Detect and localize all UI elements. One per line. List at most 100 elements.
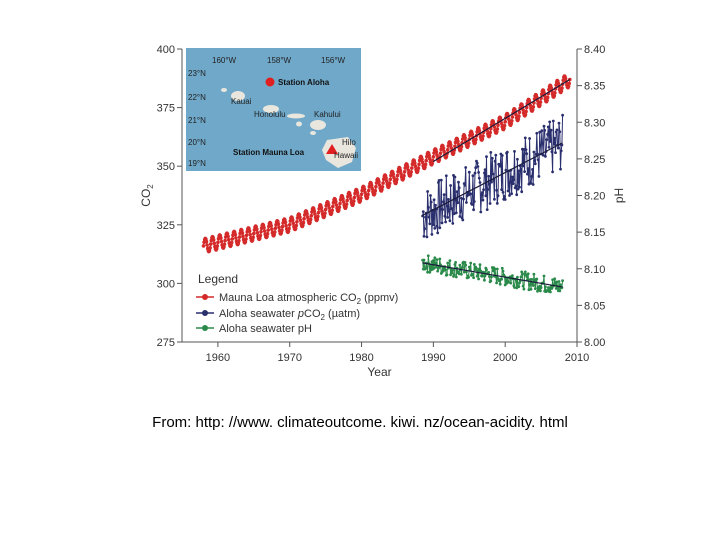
data-point [481,198,485,202]
y-right-tick-label: 8.20 [584,191,605,203]
data-point [516,117,521,121]
legend-swatch-dot [202,310,208,316]
data-point [556,146,560,150]
data-point [284,223,288,228]
data-point [538,103,542,107]
data-point [479,269,483,273]
y-right-tick-label: 8.25 [584,154,605,166]
data-point [430,233,434,236]
trend-line [422,142,563,216]
data-point [445,148,450,152]
data-point [485,268,488,271]
data-point [554,151,557,155]
data-point [559,283,562,287]
data-point [270,227,274,231]
data-point [451,151,456,155]
data-point [440,221,444,225]
data-point [474,137,478,142]
data-point [498,282,502,286]
data-point [511,274,514,277]
data-point [432,198,436,202]
data-point [522,287,526,291]
data-point [495,127,500,131]
data-point [472,263,476,266]
data-point [535,277,539,281]
data-point [262,225,266,230]
data-point [463,136,467,140]
data-point [506,189,510,193]
data-point [474,166,478,170]
data-point [219,239,224,244]
data-point [394,180,399,185]
data-point [539,286,543,289]
data-point [520,190,524,194]
data-point [527,288,531,292]
data-point [422,234,426,238]
data-point [525,152,529,156]
data-point [546,133,549,136]
data-point [502,123,507,128]
data-point [553,91,557,95]
island-label-honolulu: Honolulu [254,110,286,119]
data-point [488,130,493,135]
data-point [521,164,525,168]
island-label-kauai: Kauai [231,97,252,106]
data-point [459,147,463,152]
data-point [473,171,477,175]
legend-label-mauna-loa: Mauna Loa atmospheric CO2 (ppmv) [219,292,398,306]
data-point [462,197,465,201]
data-point [483,274,487,277]
data-point [387,181,392,185]
data-point [421,210,425,214]
data-point [465,270,468,274]
data-point [355,190,360,195]
data-point [458,263,462,267]
data-point [460,196,463,200]
data-point [391,172,396,176]
data-point [358,199,363,203]
data-point [262,229,267,233]
data-point [452,273,456,277]
data-point [451,222,455,225]
data-point [251,235,255,240]
data-point [395,177,399,182]
data-point [447,198,450,201]
data-point [557,280,561,283]
data-point [484,125,489,129]
data-point [500,154,504,157]
data-point [558,289,562,293]
data-point [405,164,410,169]
data-point [302,216,306,221]
data-point [223,238,227,243]
data-point [551,119,555,123]
data-point [501,190,505,194]
data-point [399,171,403,176]
data-point [341,200,346,204]
data-point [459,209,463,213]
data-point [444,174,448,178]
x-axis-title: Year [367,365,391,379]
data-point [529,182,533,185]
data-point [467,170,471,174]
data-point [323,207,328,212]
legend-swatch-dot [202,325,208,331]
data-point [380,188,384,192]
data-point [429,194,432,197]
data-point [480,137,485,141]
data-point [521,108,525,112]
data-point [435,224,439,228]
data-point [517,114,521,118]
data-point [438,151,443,156]
data-point [553,136,557,140]
data-point [521,272,524,275]
data-point [373,188,378,193]
data-point [526,272,530,276]
data-point [434,203,437,207]
data-point [442,269,445,273]
data-point [312,209,317,213]
data-point [487,133,492,138]
data-point [496,123,500,127]
station-aloha-marker [265,77,275,87]
data-point [258,233,263,238]
data-point [444,154,449,159]
